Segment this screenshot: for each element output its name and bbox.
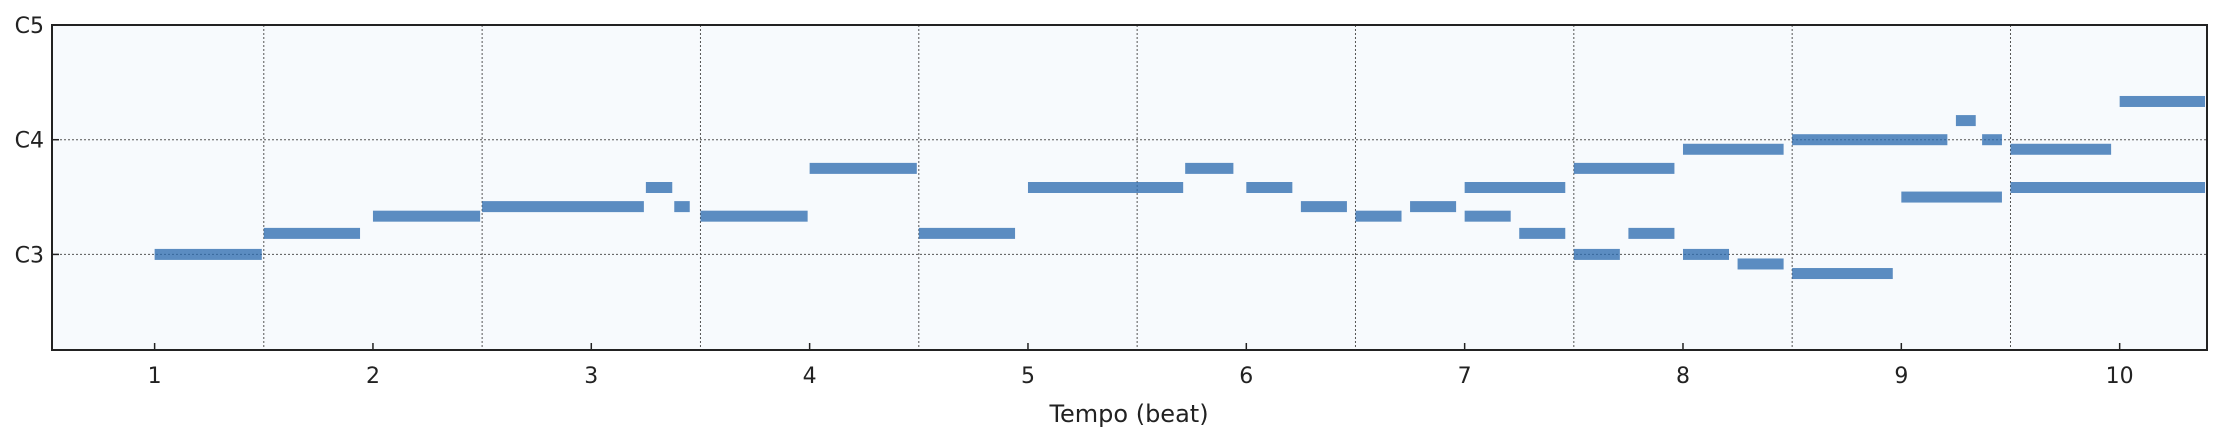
note-bar <box>809 162 917 174</box>
y-tick-label: C5 <box>15 14 44 39</box>
x-tick-label: 9 <box>1894 364 1908 389</box>
note-bar <box>1027 182 1184 193</box>
note-bar <box>1955 115 1976 127</box>
note-bar <box>2119 95 2205 107</box>
note-bar <box>1519 227 1566 239</box>
note-bar <box>1573 162 1675 174</box>
note-bar <box>2010 182 2205 193</box>
y-tick-label: C3 <box>15 243 44 268</box>
x-tick-label: 3 <box>584 364 598 389</box>
note-bar <box>1682 143 1784 155</box>
y-tick-label: C4 <box>15 129 44 154</box>
note-bar <box>700 210 808 222</box>
notes-layer <box>154 95 2205 280</box>
note-bar <box>1628 227 1675 239</box>
x-tick-label: 5 <box>1021 364 1035 389</box>
note-bar <box>482 201 644 213</box>
note-bar <box>674 201 690 213</box>
x-tick-label: 7 <box>1458 364 1472 389</box>
note-bar <box>1464 210 1511 222</box>
note-bar <box>1185 162 1234 174</box>
note-bar <box>1682 248 1730 260</box>
ticks-layer: 1 2 3 4 5 6 7 8 9 10 C3 C4 C5 <box>15 14 2134 389</box>
x-tick-label: 4 <box>803 364 817 389</box>
note-bar <box>1300 201 1347 213</box>
note-bar <box>263 227 361 239</box>
note-bar <box>1573 248 1620 260</box>
note-bar <box>918 227 1016 239</box>
x-tick-label: 10 <box>2106 364 2134 389</box>
note-bar <box>1737 258 1784 270</box>
x-tick-label: 6 <box>1239 364 1253 389</box>
note-bar <box>1792 268 1893 280</box>
x-tick-label: 2 <box>366 364 380 389</box>
note-bar <box>1792 134 1948 146</box>
note-bar <box>1355 210 1402 222</box>
note-bar <box>1464 182 1566 193</box>
note-bar <box>1410 201 1457 213</box>
note-bar <box>1246 182 1293 193</box>
note-bar <box>2010 143 2112 155</box>
note-bar <box>1901 191 2002 203</box>
x-tick-label: 1 <box>148 364 162 389</box>
note-bar <box>645 182 673 193</box>
note-bar <box>1982 134 2002 146</box>
plot-frame <box>51 24 2208 351</box>
note-bar <box>372 210 481 222</box>
x-axis-title: Tempo (beat) <box>1048 400 1208 428</box>
x-tick-label: 8 <box>1676 364 1690 389</box>
note-bar <box>154 248 262 260</box>
grid-layer <box>52 25 2207 350</box>
